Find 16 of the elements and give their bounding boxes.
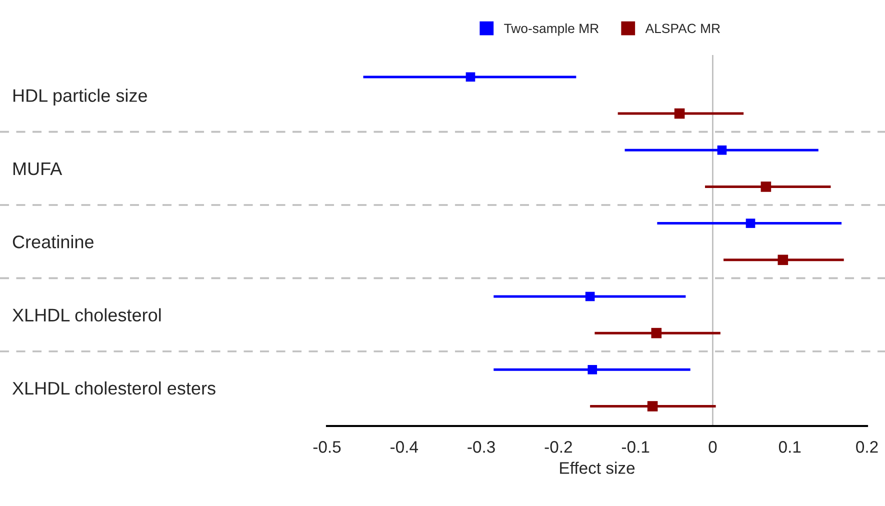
y-tick-label: HDL particle size xyxy=(13,88,147,106)
x-tick-label: -0.2 xyxy=(544,441,572,453)
y-tick-label: Creatinine xyxy=(12,235,94,248)
legend-label: ALSPAC MR xyxy=(645,24,720,34)
legend-label: Two-sample MR xyxy=(504,23,598,36)
x-tick-label: 0 xyxy=(708,441,717,453)
x-tick-label: -0.4 xyxy=(390,441,418,453)
y-tick-label: XLHDL cholesterol xyxy=(12,308,161,322)
y-tick-label: MUFA xyxy=(13,162,62,176)
x-tick-label: 0.1 xyxy=(778,441,801,453)
y-tick-label: XLHDL cholesterol esters xyxy=(12,381,216,395)
x-tick-label: -0.5 xyxy=(313,441,341,453)
x-tick-label: 0.2 xyxy=(856,441,878,453)
x-tick-label: -0.1 xyxy=(622,441,650,453)
x-axis-title: Effect size xyxy=(560,462,635,474)
x-tick-label: -0.3 xyxy=(468,441,495,453)
